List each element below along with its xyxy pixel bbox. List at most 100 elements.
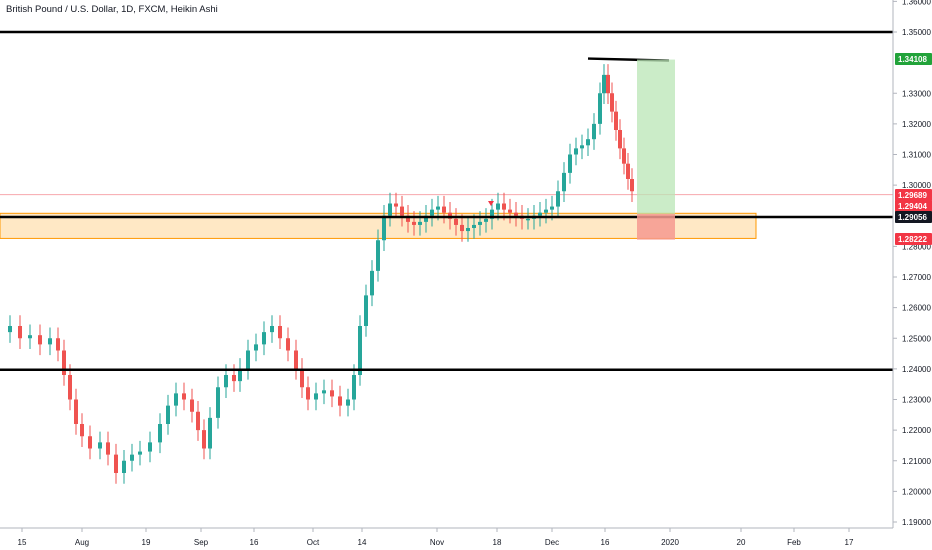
y-tick-label: 1.30000 <box>902 181 931 190</box>
candle <box>286 327 290 362</box>
y-tick-label: 1.22000 <box>902 426 931 435</box>
svg-text:1.28222: 1.28222 <box>898 235 927 244</box>
x-tick-label: 15 <box>18 538 27 547</box>
candle <box>352 364 356 411</box>
y-tick-label: 1.25000 <box>902 334 931 343</box>
candle <box>246 339 250 380</box>
position-stop-area[interactable] <box>637 213 675 240</box>
y-tick-label: 1.36000 <box>902 0 931 6</box>
candle <box>610 82 614 123</box>
candle <box>606 64 610 104</box>
candle <box>208 407 212 460</box>
candle <box>166 394 170 435</box>
candle <box>114 443 118 484</box>
candle <box>602 64 606 104</box>
candle <box>544 198 548 224</box>
y-tick-label: 1.23000 <box>902 396 931 405</box>
y-tick-label: 1.19000 <box>902 518 931 527</box>
x-tick-label: 2020 <box>661 538 679 547</box>
y-tick-label: 1.28000 <box>902 242 931 251</box>
candle <box>370 260 374 307</box>
candle <box>330 379 334 408</box>
candle <box>122 450 126 484</box>
x-tick-label: 18 <box>493 538 502 547</box>
price-tag: 1.29404 <box>895 200 932 212</box>
chart-title: British Pound / U.S. Dollar, 1D, FXCM, H… <box>6 4 218 15</box>
candle <box>472 214 476 239</box>
candle <box>538 201 542 227</box>
candle <box>568 143 572 184</box>
candle <box>592 113 596 150</box>
price-tag: 1.34108 <box>895 53 932 65</box>
y-tick-label: 1.26000 <box>902 304 931 313</box>
x-tick-label: 16 <box>250 538 259 547</box>
candle <box>406 205 410 233</box>
candle <box>514 201 518 227</box>
candle <box>418 211 422 236</box>
x-tick-label: 14 <box>358 538 367 547</box>
candle <box>586 128 590 157</box>
candle <box>98 431 102 460</box>
candle <box>622 137 626 175</box>
price-tag: 1.28222 <box>895 233 932 245</box>
x-tick-label: 16 <box>601 538 610 547</box>
candle <box>8 315 12 343</box>
candle <box>626 152 630 190</box>
candle <box>202 419 206 460</box>
y-tick-label: 1.32000 <box>902 120 931 129</box>
candle <box>238 358 242 392</box>
candle <box>48 327 52 356</box>
position-target-area[interactable] <box>637 59 675 214</box>
candle <box>322 379 326 405</box>
y-tick-label: 1.35000 <box>902 28 931 37</box>
candle <box>556 180 560 218</box>
svg-text:1.34108: 1.34108 <box>898 55 927 64</box>
candle <box>158 413 162 454</box>
candle <box>484 208 488 233</box>
candle <box>68 364 72 411</box>
y-tick-label: 1.27000 <box>902 273 931 282</box>
candle <box>526 208 530 230</box>
candle <box>376 229 380 282</box>
candle <box>618 119 622 160</box>
candle <box>62 339 66 386</box>
candle <box>466 217 470 242</box>
y-tick-label: 1.33000 <box>902 89 931 98</box>
candle <box>614 100 618 141</box>
candle <box>182 382 186 411</box>
candle <box>88 425 92 460</box>
candle <box>314 382 318 411</box>
candle <box>254 333 258 362</box>
candle <box>400 195 404 227</box>
candle <box>460 214 464 242</box>
candle <box>174 382 178 417</box>
x-tick-label: Oct <box>307 538 320 547</box>
candle <box>442 195 446 224</box>
x-tick-label: Aug <box>75 538 89 547</box>
candle <box>80 413 84 447</box>
candle <box>74 388 78 435</box>
x-tick-label: 20 <box>737 538 746 547</box>
svg-text:1.29056: 1.29056 <box>898 213 927 222</box>
candle <box>424 205 428 233</box>
candle <box>478 211 482 236</box>
candle <box>294 339 298 380</box>
candle <box>18 315 22 349</box>
candle <box>262 321 266 356</box>
candle <box>346 388 350 417</box>
candle <box>562 162 566 202</box>
candle <box>430 198 434 227</box>
candle <box>358 315 362 386</box>
candle <box>196 401 200 441</box>
candle <box>388 192 392 227</box>
y-tick-label: 1.31000 <box>902 151 931 160</box>
x-tick-label: Feb <box>787 538 801 547</box>
candle <box>382 205 386 251</box>
candle <box>412 211 416 236</box>
x-tick-label: 19 <box>142 538 151 547</box>
candle <box>508 198 512 224</box>
candle <box>364 284 368 337</box>
candle <box>574 137 578 166</box>
candle <box>630 168 634 202</box>
